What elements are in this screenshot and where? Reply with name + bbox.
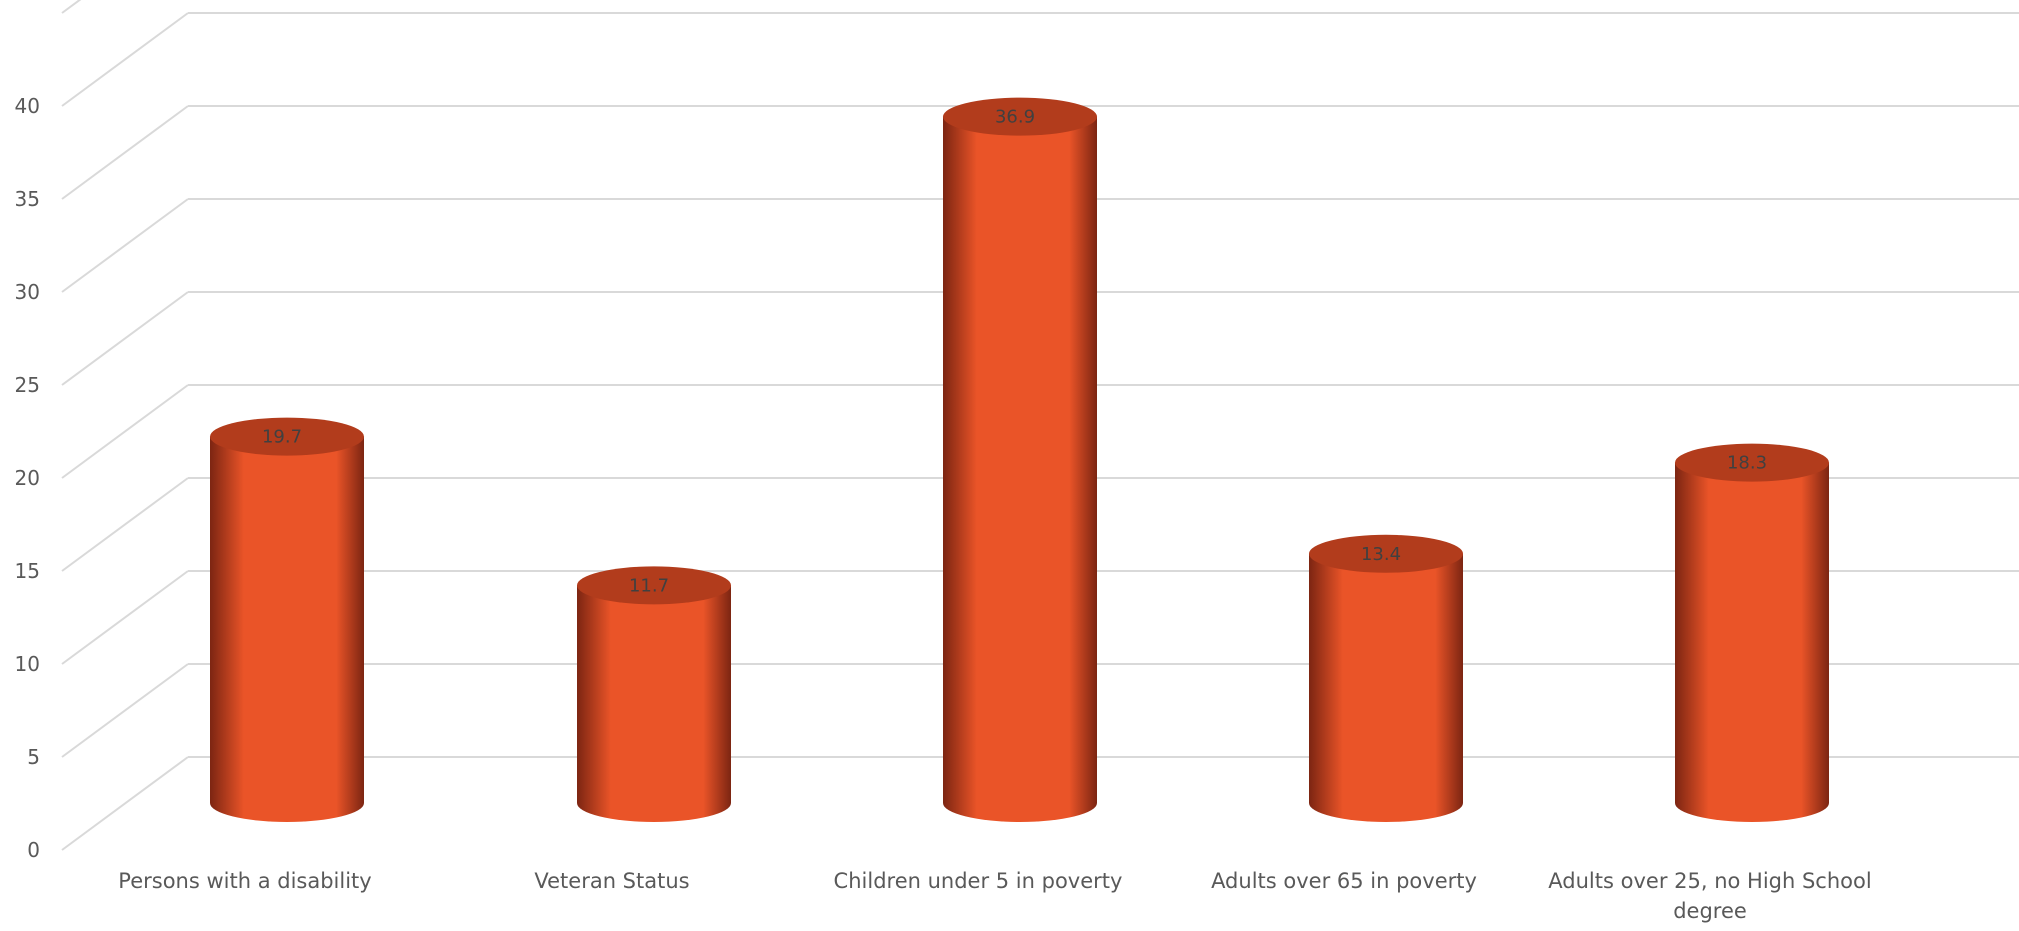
bar-body [210, 436, 364, 822]
category-label: Adults over 65 in poverty [1211, 869, 1477, 893]
bar-1: 19.7 [210, 417, 364, 822]
gridline-depth [61, 570, 189, 665]
y-tick-label: 20 [15, 466, 40, 490]
bar-top [210, 417, 364, 456]
bar-body [1309, 553, 1463, 822]
data-label: 36.9 [995, 107, 1035, 128]
gridline-depth [61, 663, 189, 758]
category-label: degree [1673, 899, 1747, 923]
bar-top [943, 97, 1097, 136]
data-label: 13.4 [1361, 544, 1401, 565]
y-tick-label: 35 [15, 187, 40, 211]
data-label: 11.7 [629, 575, 669, 596]
y-tick-label: 15 [15, 559, 40, 583]
gridlines [61, 0, 2019, 851]
gridline-depth [61, 384, 189, 479]
gridline-depth [61, 0, 82, 14]
bar-top [1675, 443, 1829, 482]
bar-4: 13.4 [1309, 534, 1463, 822]
category-label: Persons with a disability [118, 869, 371, 893]
bar-body [943, 116, 1097, 822]
gridline-depth [61, 12, 189, 107]
bar-top [1309, 534, 1463, 573]
y-tick-label: 25 [15, 373, 40, 397]
bar-5: 18.3 [1675, 443, 1829, 822]
y-tick-label: 30 [15, 280, 40, 304]
gridline-depth [61, 198, 189, 293]
gridline-depth [61, 477, 189, 572]
y-tick-label: 40 [15, 94, 40, 118]
y-tick-label: 5 [27, 745, 40, 769]
category-label: Children under 5 in poverty [834, 869, 1123, 893]
category-label: Veteran Status [534, 869, 689, 893]
data-label: 18.3 [1727, 453, 1767, 474]
category-label: Adults over 25, no High School [1548, 869, 1871, 893]
bars: 19.7 11.7 36.9 13.4 18.3 [210, 97, 1829, 822]
y-tick-label: 0 [27, 838, 40, 862]
bar-body [577, 585, 731, 822]
gridline-depth [61, 291, 189, 386]
x-axis-labels: Persons with a disability Veteran Status C… [118, 869, 1871, 923]
gridline-depth [61, 105, 189, 200]
y-tick-label: 10 [15, 652, 40, 676]
y-axis-ticks: 0 5 10 15 20 25 30 35 40 [15, 94, 40, 862]
bar-2: 11.7 [577, 566, 731, 822]
bar-top [577, 566, 731, 605]
bar-3: 36.9 [943, 97, 1097, 822]
gridline-depth [61, 756, 189, 851]
bar-body [1675, 462, 1829, 822]
data-label: 19.7 [262, 427, 302, 448]
